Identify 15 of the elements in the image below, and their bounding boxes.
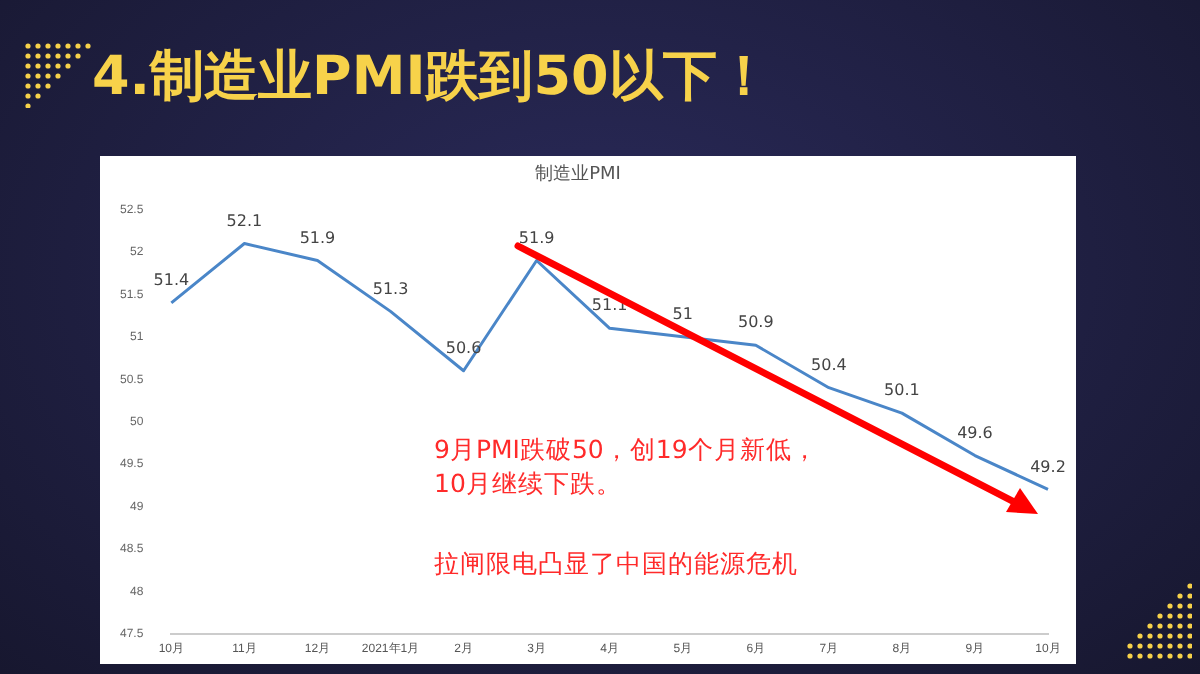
data-label: 51.4: [153, 271, 190, 290]
data-label: 51: [672, 304, 693, 323]
data-label: 52.1: [226, 211, 263, 230]
data-label: 50.4: [811, 355, 847, 374]
chart-title: 4.制造业PMI跌到50以下！: [92, 44, 771, 112]
data-label: 49.6: [957, 423, 993, 442]
data-label: 51.3: [372, 279, 409, 298]
chart-subtitle: 制造业PMI: [535, 163, 621, 186]
data-label: 51.9: [299, 228, 336, 247]
data-label: 50.9: [737, 313, 774, 332]
annotation: 拉闸限电凸显了中国的能源危机: [434, 546, 798, 580]
data-label: 51.9: [518, 228, 555, 247]
data-label: 49.2: [1030, 457, 1066, 476]
data-label: 50.1: [884, 381, 920, 400]
annotation: 9月PMI跌破50，创19个月新低， 10月继续下跌。: [434, 432, 818, 500]
